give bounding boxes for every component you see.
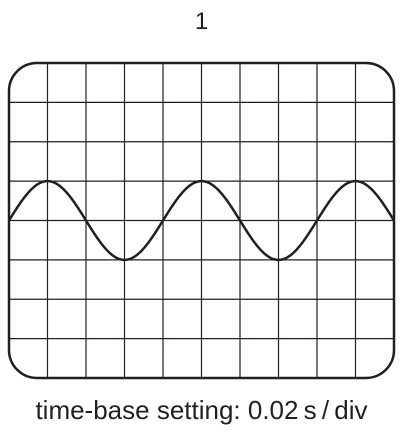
time-base-caption: time-base setting: 0.02 s / div (35, 395, 368, 425)
grid (9, 63, 394, 378)
figure-label: 1 (194, 8, 209, 35)
sine-wave-trace (7, 179, 396, 262)
